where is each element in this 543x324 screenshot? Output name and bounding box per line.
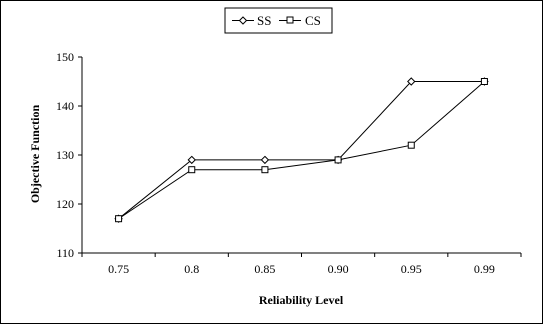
x-tick-label: 0.99	[474, 262, 495, 276]
legend-label-cs: CS	[305, 13, 321, 28]
y-tick-label: 110	[56, 246, 74, 260]
legend: SS CS	[224, 7, 333, 34]
data-point-ss	[187, 155, 196, 165]
legend-marker-cs	[286, 16, 294, 24]
legend-label-ss: SS	[257, 13, 271, 28]
data-point-cs	[261, 166, 269, 174]
y-tick-label: 150	[56, 50, 74, 64]
x-ticks: 0.75 0.8 0.85 0.90 0.95 0.99	[81, 253, 522, 276]
data-point-cs	[407, 141, 415, 149]
x-tick-label: 0.75	[108, 262, 129, 276]
data-point-cs	[188, 166, 196, 174]
y-tick-label: 120	[56, 197, 74, 211]
series-line-ss	[118, 81, 485, 220]
x-tick-label: 0.8	[184, 262, 199, 276]
data-point-ss	[407, 77, 416, 86]
series-layer	[114, 77, 489, 223]
x-tick-label: 0.95	[401, 262, 422, 276]
data-point-cs	[115, 215, 123, 223]
x-axis-title: Reliability Level	[259, 293, 344, 307]
data-point-cs	[334, 156, 342, 164]
y-tick-label: 140	[56, 99, 74, 113]
y-tick-label: 130	[56, 148, 74, 162]
data-point-ss	[260, 155, 270, 165]
legend-marker-ss	[238, 16, 248, 25]
data-point-cs	[480, 78, 488, 85]
x-tick-label: 0.85	[254, 262, 275, 276]
x-tick-label: 0.90	[328, 262, 349, 276]
y-ticks: 110 120 130 140 150	[56, 50, 82, 260]
y-axis-title: Objective Function	[28, 105, 42, 204]
series-line-cs	[118, 81, 485, 220]
